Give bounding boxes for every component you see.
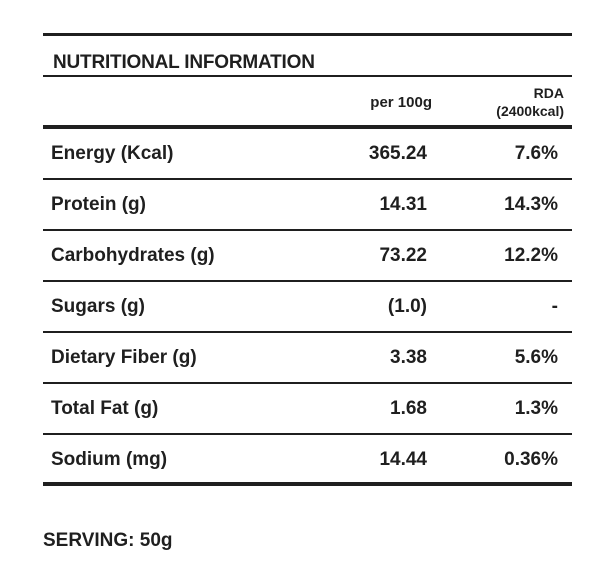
row-label: Total Fat (g) <box>51 398 159 419</box>
row-per-100g: 3.38 <box>390 347 427 368</box>
table-row: Sodium (mg) 14.44 0.36% <box>43 435 572 486</box>
row-per-100g: 1.68 <box>390 398 427 419</box>
row-per-100g: 365.24 <box>368 143 427 164</box>
title-rule <box>43 75 572 77</box>
header-rule <box>43 125 572 129</box>
row-label: Sugars (g) <box>51 296 145 317</box>
row-rda: 5.6% <box>514 347 558 368</box>
table-row: Total Fat (g) 1.68 1.3% <box>43 384 572 435</box>
row-label: Protein (g) <box>51 194 146 215</box>
table-row: Carbohydrates (g) 73.22 12.2% <box>43 231 572 282</box>
serving-size: SERVING: 50g <box>43 530 173 551</box>
row-rda: 0.36% <box>504 449 558 470</box>
row-label: Carbohydrates (g) <box>51 245 215 266</box>
table-row: Dietary Fiber (g) 3.38 5.6% <box>43 333 572 384</box>
rda-header-line1: RDA <box>533 85 564 101</box>
rda-header-line2: (2400kcal) <box>496 103 564 119</box>
top-rule <box>43 33 572 36</box>
row-rda: 12.2% <box>504 245 558 266</box>
row-rda: 7.6% <box>514 143 558 164</box>
table-title: NUTRITIONAL INFORMATION <box>53 52 315 73</box>
row-per-100g: (1.0) <box>387 296 427 317</box>
per-100g-header: per 100g <box>370 94 432 111</box>
row-per-100g: 73.22 <box>379 245 427 266</box>
row-per-100g: 14.31 <box>379 194 427 215</box>
table-row: Energy (Kcal) 365.24 7.6% <box>43 129 572 180</box>
row-label: Energy (Kcal) <box>51 143 174 164</box>
table-row: Protein (g) 14.31 14.3% <box>43 180 572 231</box>
row-rda: - <box>551 296 558 317</box>
table-row: Sugars (g) (1.0) - <box>43 282 572 333</box>
row-label: Dietary Fiber (g) <box>51 347 197 368</box>
row-per-100g: 14.44 <box>379 449 427 470</box>
column-header: per 100g RDA (2400kcal) <box>43 77 572 125</box>
rda-header: RDA (2400kcal) <box>496 84 564 120</box>
row-rda: 1.3% <box>514 398 558 419</box>
row-rda: 14.3% <box>504 194 558 215</box>
row-label: Sodium (mg) <box>51 449 168 470</box>
nutrition-table: NUTRITIONAL INFORMATION per 100g RDA (24… <box>43 33 572 486</box>
